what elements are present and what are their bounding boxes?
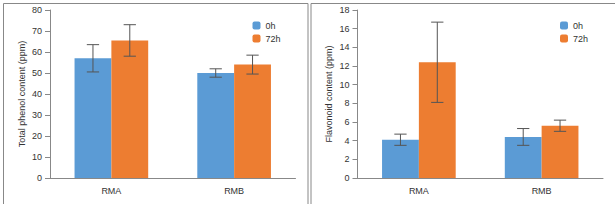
svg-text:2: 2 xyxy=(344,154,349,164)
svg-text:70: 70 xyxy=(32,26,42,36)
svg-text:14: 14 xyxy=(339,42,349,52)
svg-text:6: 6 xyxy=(344,117,349,127)
svg-text:RMA: RMA xyxy=(409,186,429,196)
svg-text:40: 40 xyxy=(32,89,42,99)
svg-text:50: 50 xyxy=(32,68,42,78)
svg-text:RMB: RMB xyxy=(224,186,244,196)
svg-text:0h: 0h xyxy=(266,21,276,31)
svg-text:10: 10 xyxy=(32,152,42,162)
svg-text:12: 12 xyxy=(339,61,349,71)
svg-text:60: 60 xyxy=(32,47,42,57)
svg-text:20: 20 xyxy=(32,131,42,141)
svg-text:10: 10 xyxy=(339,80,349,90)
svg-text:0: 0 xyxy=(344,173,349,183)
svg-text:80: 80 xyxy=(32,5,42,15)
svg-text:RMA: RMA xyxy=(101,186,121,196)
svg-text:30: 30 xyxy=(32,110,42,120)
svg-text:4: 4 xyxy=(344,136,349,146)
svg-text:72h: 72h xyxy=(573,34,588,44)
svg-text:RMB: RMB xyxy=(532,186,552,196)
svg-text:8: 8 xyxy=(344,98,349,108)
svg-text:Flavonoid content (ppm): Flavonoid content (ppm) xyxy=(324,45,334,142)
svg-text:18: 18 xyxy=(339,5,349,15)
svg-text:Total phenol content (ppm): Total phenol content (ppm) xyxy=(17,41,27,148)
svg-text:72h: 72h xyxy=(266,34,281,44)
svg-text:0: 0 xyxy=(37,173,42,183)
svg-text:16: 16 xyxy=(339,24,349,34)
svg-text:0h: 0h xyxy=(573,21,583,31)
